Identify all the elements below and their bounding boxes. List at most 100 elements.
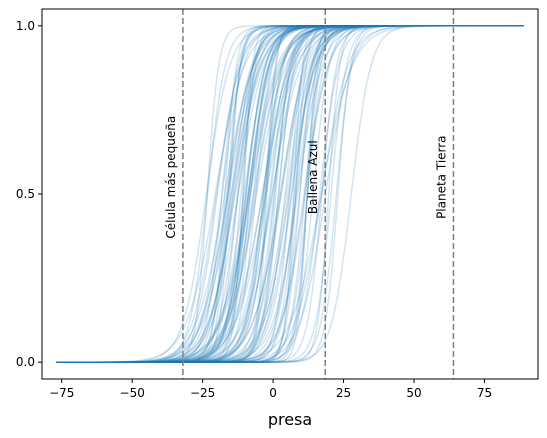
cdf-curve	[56, 25, 524, 363]
cdf-curve	[56, 25, 524, 363]
cdf-curve	[56, 25, 524, 363]
cdf-curve	[56, 25, 524, 363]
cdf-curve	[56, 25, 524, 363]
cdf-curve	[56, 25, 524, 363]
cdf-curve	[56, 25, 524, 363]
cdf-curve	[56, 25, 524, 363]
cdf-curve	[56, 25, 524, 363]
cdf-curve	[56, 25, 524, 363]
cdf-curve	[56, 25, 524, 363]
cdf-curve	[56, 25, 524, 363]
y-tick-label: 0.5	[16, 187, 35, 201]
cdf-curve	[56, 25, 524, 363]
cdf-curve	[56, 25, 524, 363]
cdf-curve	[56, 25, 524, 363]
cdf-curve	[56, 25, 524, 363]
cdf-curve	[56, 25, 524, 363]
cdf-curve	[56, 25, 524, 363]
cdf-curve	[56, 25, 524, 363]
cdf-curve	[56, 25, 524, 363]
x-tick-label: 25	[336, 386, 351, 400]
cdf-curve	[56, 25, 524, 363]
cdf-curve	[56, 25, 524, 363]
cdf-curve	[56, 25, 524, 363]
cdf-curve	[56, 25, 524, 363]
cdf-curve	[56, 25, 524, 363]
cdf-curve	[56, 25, 524, 363]
cdf-curve	[56, 25, 524, 363]
cdf-curve	[56, 25, 524, 363]
cdf-curve	[56, 25, 524, 363]
cdf-curve	[56, 25, 524, 363]
cdf-curve	[56, 25, 524, 363]
cdf-curve	[56, 25, 524, 363]
cdf-curve	[56, 25, 524, 363]
cdf-curve	[56, 25, 524, 363]
cdf-curve	[56, 25, 524, 363]
cdf-curve	[56, 25, 524, 363]
cdf-curve	[56, 25, 524, 363]
x-tick-label: −50	[120, 386, 145, 400]
cdf-curve	[56, 25, 524, 363]
cdf-curve	[56, 25, 524, 363]
cdf-curve	[56, 25, 524, 363]
cdf-curve	[56, 25, 524, 363]
cdf-curve	[56, 25, 524, 363]
cdf-curve	[56, 25, 524, 363]
cdf-curve	[56, 25, 524, 363]
cdf-curve	[56, 25, 524, 363]
cdf-curve	[56, 25, 524, 363]
x-axis: −75 −50 −25 0 25 50 75	[49, 379, 492, 400]
cdf-curve	[56, 25, 524, 363]
cdf-curve	[56, 25, 524, 363]
cdf-curve	[56, 25, 524, 363]
cdf-curve	[56, 25, 524, 363]
cdf-curve	[56, 25, 524, 363]
cdf-curve	[56, 25, 524, 363]
cdf-curve	[56, 25, 524, 363]
cdf-curve	[56, 25, 524, 363]
cdf-curve	[56, 25, 524, 363]
cdf-curve	[56, 25, 524, 363]
cdf-curve	[56, 25, 524, 363]
cdf-curve	[56, 25, 524, 363]
cdf-curve	[56, 25, 524, 363]
cdf-curve	[56, 25, 524, 363]
cdf-curve	[56, 25, 524, 363]
cdf-curve	[56, 25, 524, 363]
cdf-curve	[56, 25, 524, 363]
cdf-curve	[56, 25, 524, 363]
x-tick-label: −25	[190, 386, 215, 400]
cdf-curve	[56, 25, 524, 363]
cdf-curve	[56, 25, 524, 363]
y-tick-label: 1.0	[16, 19, 35, 33]
reference-lines: Célula más pequeña Ballena Azul Planeta Ti…	[164, 9, 455, 379]
cdf-curve	[56, 25, 524, 363]
cdf-curve	[56, 25, 524, 363]
cdf-curve	[56, 25, 524, 363]
cdf-curve	[56, 25, 524, 363]
cdf-curve	[56, 25, 524, 363]
reference-line-label: Célula más pequeña	[164, 116, 178, 239]
cdf-curve	[56, 25, 524, 363]
cdf-curve	[56, 25, 524, 363]
cdf-curve	[56, 25, 524, 363]
cdf-curve	[56, 25, 524, 363]
cdf-curves	[56, 25, 524, 363]
cdf-curve	[56, 25, 524, 363]
x-tick-label: 0	[269, 386, 277, 400]
cdf-curve	[56, 25, 524, 363]
cdf-curve	[56, 25, 524, 363]
cdf-curve	[56, 25, 524, 363]
cdf-curve	[56, 25, 524, 363]
cdf-curve	[56, 25, 524, 363]
reference-line-label: Ballena Azul	[306, 140, 320, 214]
cdf-curve	[56, 25, 524, 363]
cdf-curve	[56, 25, 524, 363]
cdf-curve	[56, 25, 524, 363]
cdf-curve	[56, 25, 524, 363]
cdf-curve	[56, 25, 524, 363]
cdf-curve	[56, 25, 524, 363]
cdf-curve	[56, 25, 524, 363]
